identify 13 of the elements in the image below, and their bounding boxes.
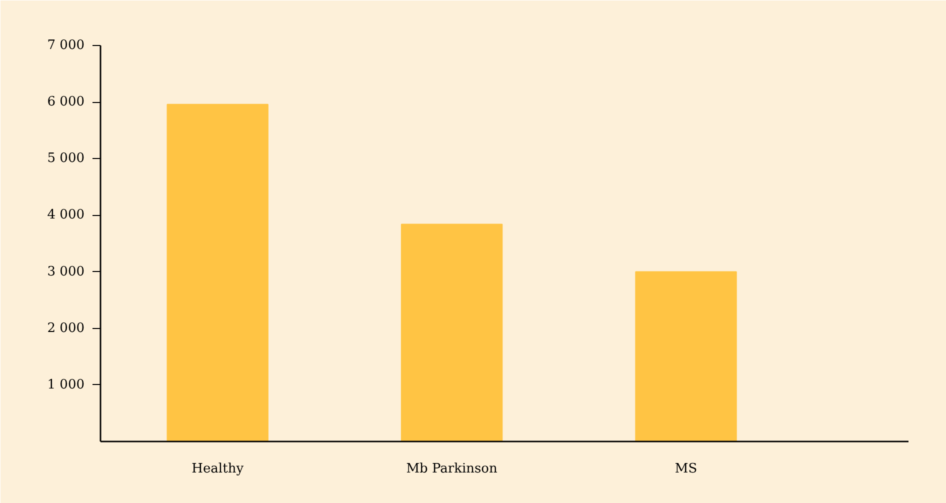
y-tick-label: 5 000	[47, 151, 84, 166]
y-tick-label: 4 000	[47, 208, 84, 223]
bar	[400, 224, 503, 442]
x-tick-label: MS	[674, 462, 698, 476]
bar	[635, 271, 737, 442]
x-tick-label: Mb Parkinson	[406, 462, 498, 476]
y-tick-label: 6 000	[47, 94, 84, 110]
x-tick-label: Healthy	[192, 462, 244, 476]
y-tick-label: 3 000	[47, 264, 84, 280]
bar	[166, 104, 268, 442]
y-tick-label: 1 000	[47, 377, 84, 392]
y-tick-label: 7 000	[47, 38, 84, 53]
y-tick-label: 2 000	[47, 320, 84, 336]
